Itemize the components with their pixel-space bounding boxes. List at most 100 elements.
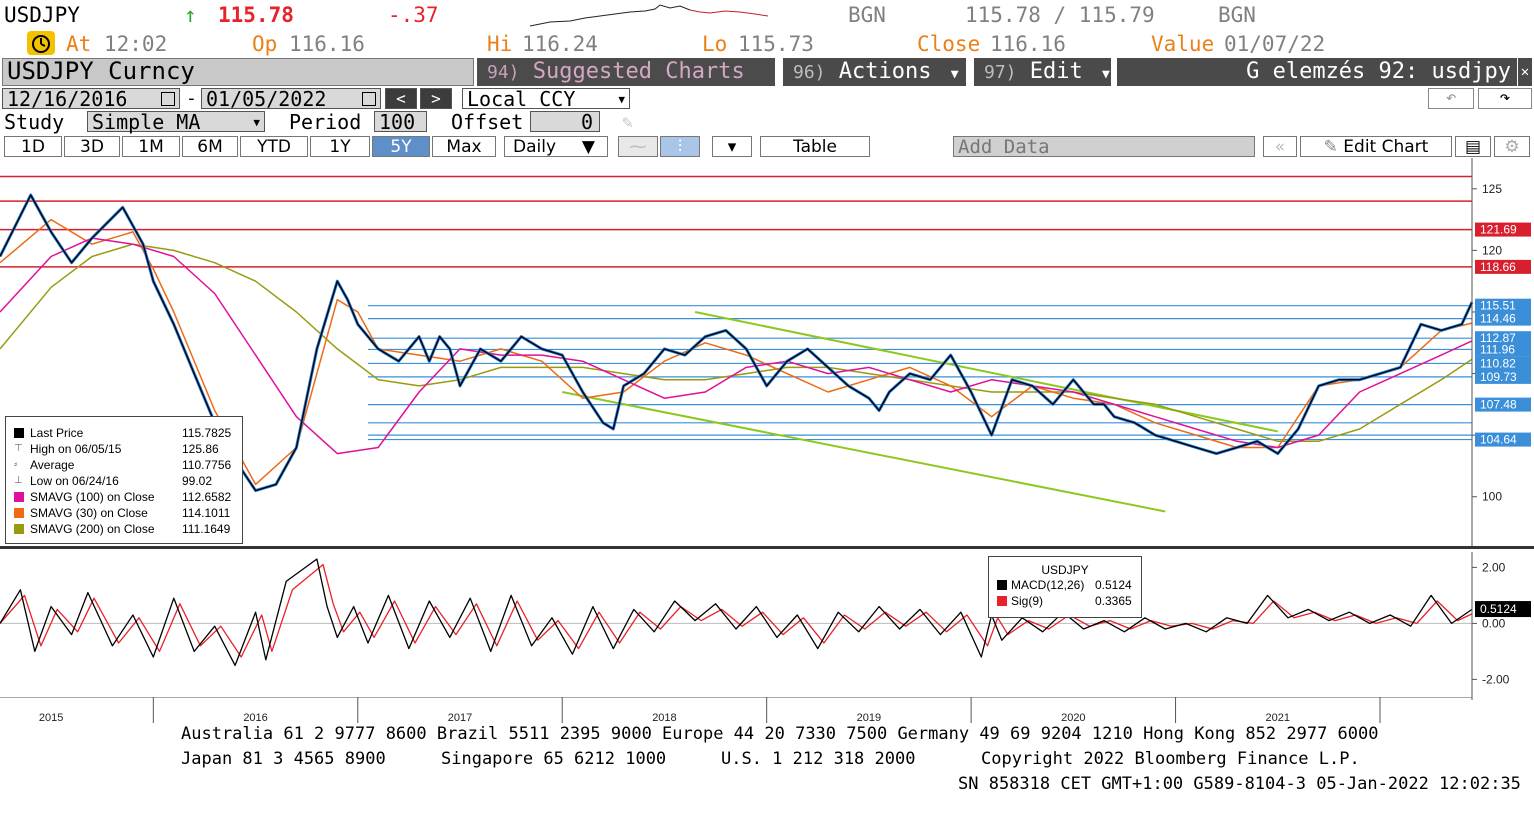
sparkline-black [530,4,691,27]
tab-1m[interactable]: 1M [122,136,180,157]
at-value: 12:02 [104,32,168,56]
legend-label: Sig(9) [1011,594,1044,608]
tab-6m[interactable]: 6M [182,136,238,157]
tab-ytd[interactable]: YTD [240,136,308,157]
line-chart-type-button[interactable]: ⁓ [618,136,658,157]
macd-series-macd-12-26- [0,558,1473,667]
price-legend: Last Price 115.7825 ⊤ High on 06/05/15 125.8… [5,416,243,544]
trend-line [562,391,1166,513]
macd-y-tick-label: -2.00 [1482,672,1510,686]
tab-1y[interactable]: 1Y [310,136,370,157]
bar-chart-type-button[interactable]: ⫶ [660,136,700,157]
open-value: 116.16 [289,32,365,56]
calendar-icon[interactable] [362,92,376,106]
footer-contacts-line1: Australia 61 2 9777 8600 Brazil 5511 239… [181,724,1379,744]
open-label: Op [252,32,278,56]
tab-5y[interactable]: 5Y [372,136,430,157]
legend-value: 111.1649 [182,522,231,536]
legend-label: Low on 06/24/16 [30,474,119,488]
ticker: USDJPY [4,3,80,27]
tab-1d[interactable]: 1D [4,136,62,157]
x-tick-label: 2015 [39,712,63,724]
redo-icon: ↷ [1499,87,1511,108]
low-label: Lo [702,32,728,56]
frequency-value: Daily [513,137,557,157]
table-label: Table [793,137,837,157]
actions-chevron-down-icon: ▼ [950,67,959,82]
low-value: 115.73 [738,32,814,56]
chart-settings-button[interactable]: ▤ [1455,136,1491,157]
price-legend-row: ⊥ Low on 06/24/16 99.02 [6,473,242,489]
footer-singapore: Singapore 65 6212 1000 [441,749,667,769]
legend-swatch [997,596,1007,606]
next-period-button[interactable]: > [420,88,452,109]
price-legend-row: ⸗ Average 110.7756 [6,457,242,473]
legend-swatch [14,508,24,518]
edit-chart-button[interactable]: ✎ Edit Chart [1300,136,1452,157]
currency-select[interactable]: Local CCY ▼ [462,88,630,110]
high-label: Hi [487,32,513,56]
frequency-select[interactable]: Daily ▼ [504,136,608,157]
y-tick-label: 125 [1482,182,1502,196]
footer-us: U.S. 1 212 318 2000 [721,749,916,769]
chart-name-bar: G elemzés 92: usdjpy [1117,58,1517,86]
currency-chevron-down-icon: ▼ [618,93,625,106]
suggested-charts-button[interactable]: 94) Suggested Charts [477,58,775,86]
edit-menu-button[interactable]: 97) Edit ▼ [974,58,1111,86]
frequency-chevron-down-icon: ▼ [581,137,595,157]
level-label-box [1475,342,1531,357]
level-label: 107.48 [1480,398,1517,412]
legend-swatch [14,524,24,534]
table-button[interactable]: Table [760,136,870,157]
end-date-field[interactable]: 01/05/2022 [201,87,381,111]
start-date-field[interactable]: 12/16/2016 [2,88,180,110]
undo-button[interactable]: ↶ [1428,88,1474,109]
edit-label: Edit [1029,59,1083,84]
level-label-box [1475,397,1531,412]
calendar-icon[interactable] [161,92,175,106]
legend-label: SMAVG (100) on Close [30,490,155,504]
series-line-smavg-100-on-close [0,237,1473,455]
legend-value: 110.7756 [182,458,232,472]
level-label: 121.69 [1480,223,1517,237]
close-window-button[interactable]: ✕ [1518,58,1532,86]
macd-chart: 2.00 0.00 -2.00 0.5124 [0,552,1531,700]
chart-type-dropdown[interactable]: ▾ [712,136,752,157]
end-date-value: 01/05/2022 [206,87,327,111]
panel-divider[interactable] [0,546,1534,549]
series-line-last-price [0,194,1473,492]
sparkline-red [689,9,769,17]
study-select[interactable]: Simple MA ▼ [87,110,265,134]
legend-swatch [14,428,24,438]
period-label: Period [289,110,362,134]
clock-icon [27,31,55,55]
price-legend-row: SMAVG (200) on Close 111.1649 [6,521,242,537]
level-label-box [1475,259,1531,274]
offset-input[interactable]: 0 [530,111,600,133]
tab-max[interactable]: Max [432,136,496,157]
y-tick-label: 120 [1482,243,1502,257]
add-data-input[interactable]: Add Data [953,136,1255,157]
series-line-smavg-200-on-close [0,243,1473,443]
level-label: 104.64 [1480,433,1517,447]
study-value: Simple MA [92,110,201,134]
gear-icon[interactable]: ⚙ [1494,136,1530,157]
x-tick-label: 2019 [857,712,881,724]
macd-legend-title: USDJPY [1041,563,1089,577]
actions-menu-button[interactable]: 96) Actions ▼ [783,58,966,86]
x-tick-label: 2016 [243,712,267,724]
chart-name: G elemzés 92: usdjpy [1246,59,1511,84]
collapse-button[interactable]: « [1263,136,1297,157]
tab-3d[interactable]: 3D [64,136,120,157]
macd-legend-row: MACD(12,26) 0.5124 [989,577,1141,593]
period-input[interactable]: 100 [374,111,427,133]
bid-ask: 115.78 / 115.79 [965,3,1155,27]
previous-period-button[interactable]: < [385,88,417,109]
legend-label: SMAVG (30) on Close [30,506,148,520]
pencil-icon[interactable]: ✎ [622,112,633,133]
redo-button[interactable]: ↷ [1478,88,1532,109]
macd-legend: USDJPY MACD(12,26) 0.5124 Sig(9) 0.3365 [988,556,1142,618]
close-value: 116.16 [990,32,1066,56]
close-label: Close [917,32,981,56]
legend-value: 125.86 [182,442,219,456]
